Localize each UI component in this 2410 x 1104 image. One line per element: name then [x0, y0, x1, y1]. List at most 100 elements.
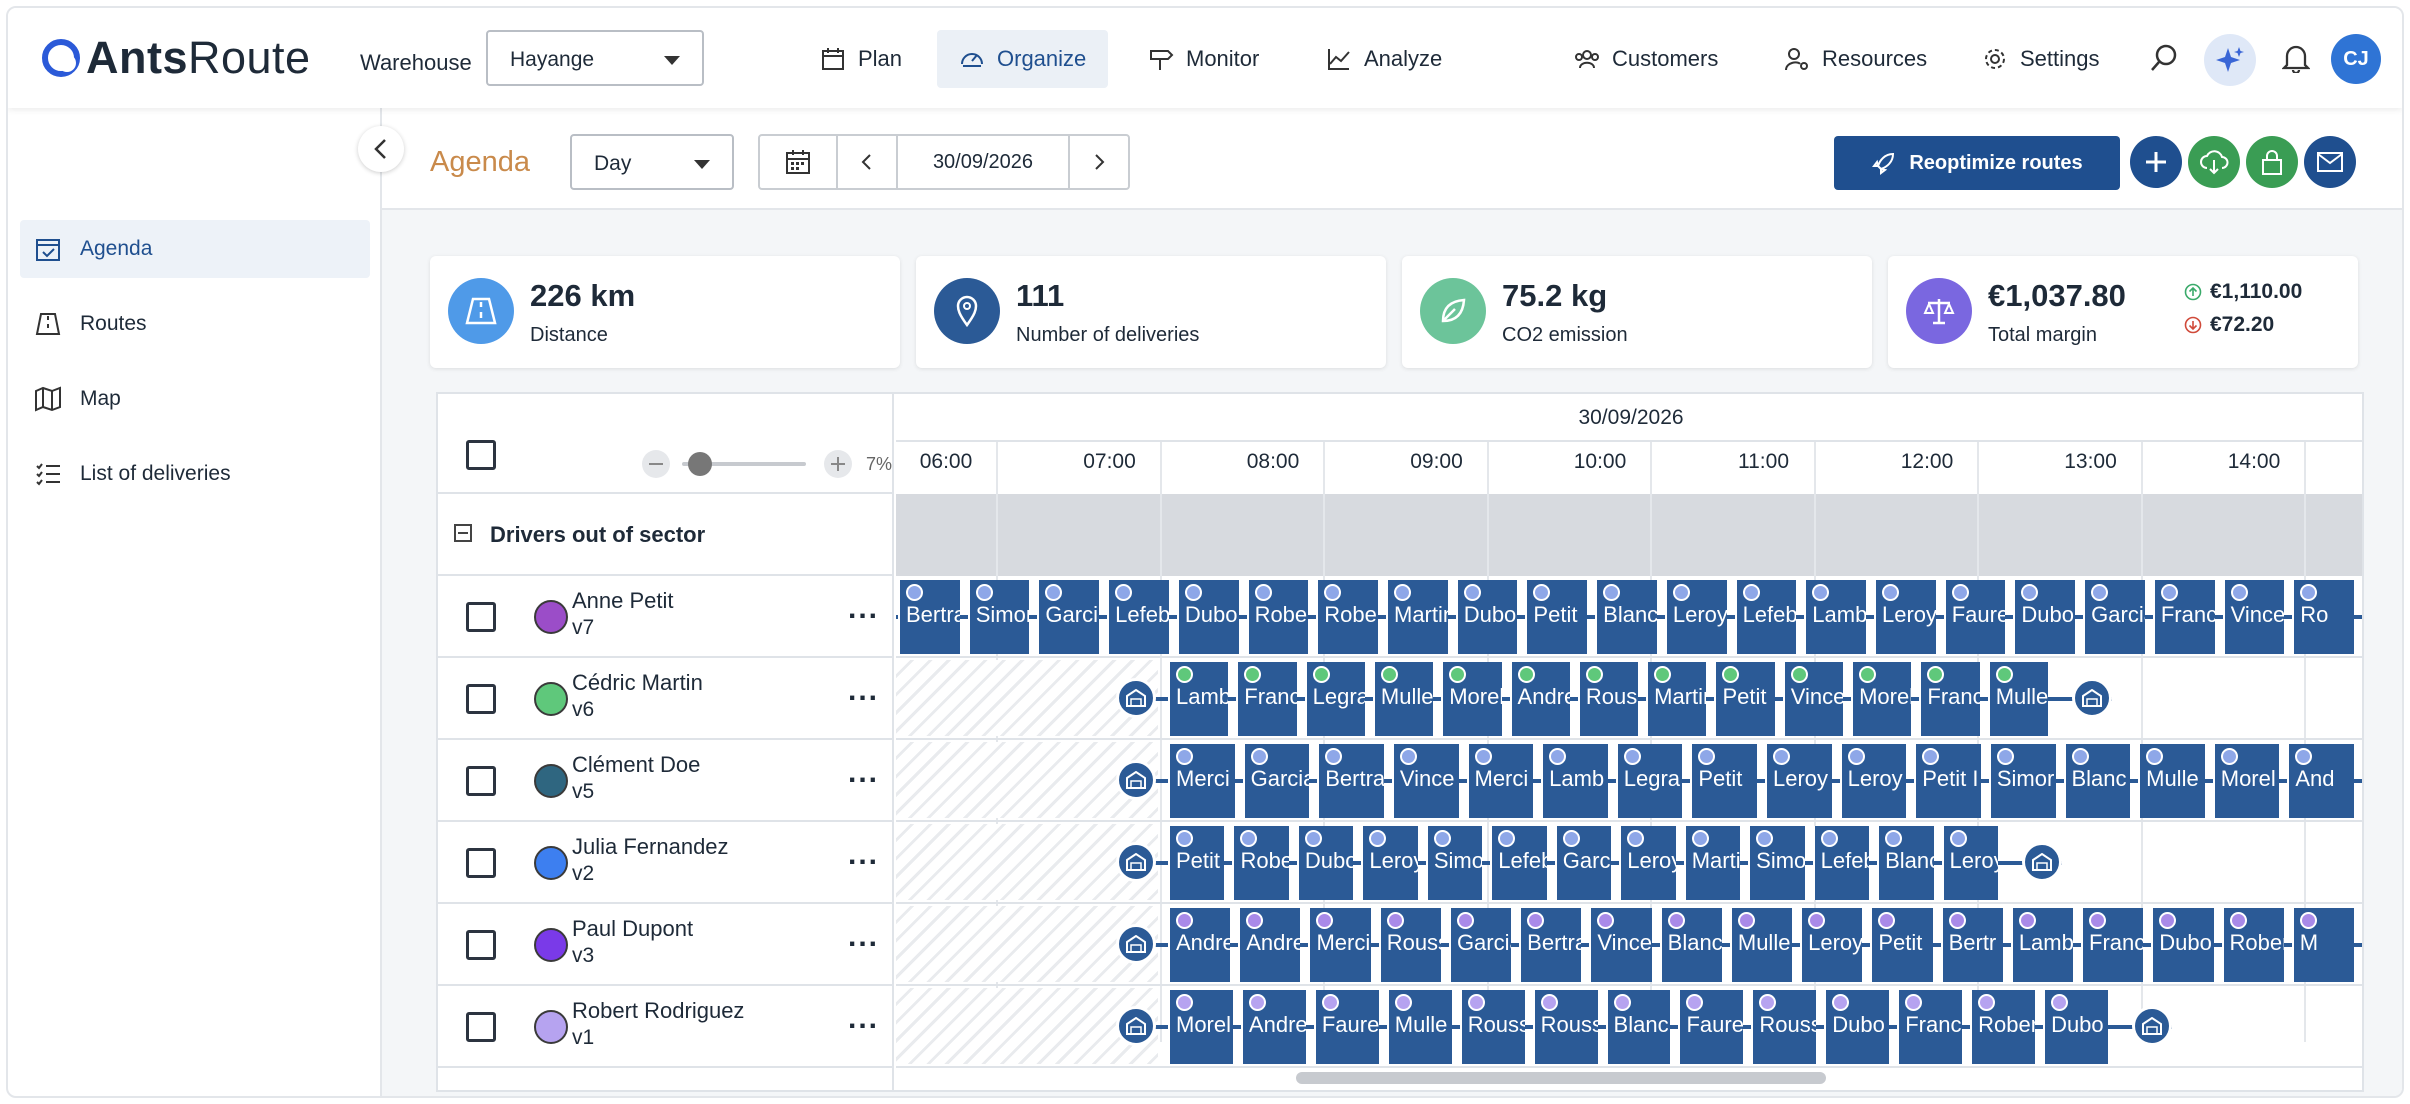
driver-more-menu[interactable]: ...	[848, 838, 880, 871]
driver-checkbox[interactable]	[466, 848, 496, 878]
zoom-slider-handle[interactable]	[688, 452, 712, 476]
delivery-stop[interactable]: Andre	[1240, 990, 1306, 1064]
add-button[interactable]	[2130, 136, 2182, 188]
delivery-stop[interactable]: Lamb	[1541, 744, 1608, 818]
nav-organize[interactable]: Organize	[937, 30, 1109, 88]
delivery-stop[interactable]: Lefeb	[1490, 826, 1547, 900]
depot-end-icon[interactable]	[2022, 842, 2062, 882]
delivery-stop[interactable]: Lefeb	[1812, 826, 1870, 900]
delivery-stop[interactable]: M	[2291, 908, 2354, 982]
nav-customers[interactable]: Customers	[1552, 30, 1740, 88]
delivery-stop[interactable]: Mulle	[1386, 990, 1452, 1064]
delivery-stop[interactable]: Legra	[1615, 744, 1683, 818]
delivery-stop[interactable]: Franc	[1919, 662, 1980, 736]
delivery-stop[interactable]: Franc	[1236, 662, 1297, 736]
depot-start-icon[interactable]	[1116, 842, 1156, 882]
delivery-stop[interactable]: Merci	[1308, 908, 1371, 982]
delivery-stop[interactable]: Rober	[2221, 908, 2284, 982]
delivery-stop[interactable]: Blanc	[1877, 826, 1934, 900]
nav-monitor[interactable]: Monitor	[1126, 30, 1281, 88]
delivery-stop[interactable]: Ro	[2292, 580, 2354, 654]
view-mode-select[interactable]: Day	[570, 134, 734, 190]
delivery-stop[interactable]: Rouss	[1751, 990, 1817, 1064]
select-all-checkbox[interactable]	[466, 440, 496, 470]
calendar-picker-button[interactable]	[760, 136, 838, 188]
horizontal-scrollbar[interactable]	[1296, 1072, 1826, 1084]
delivery-stop[interactable]: Dubo	[1455, 580, 1518, 654]
sidebar-item-routes[interactable]: Routes	[20, 295, 370, 353]
antsroute-logo[interactable]: AntsRoute	[40, 32, 311, 84]
delivery-stop[interactable]: Rouss	[1378, 908, 1441, 982]
delivery-stop[interactable]: Leroy	[1941, 826, 1998, 900]
driver-checkbox[interactable]	[466, 602, 496, 632]
delivery-stop[interactable]: Franc	[2081, 908, 2144, 982]
delivery-stop[interactable]: Petit	[1690, 744, 1757, 818]
delivery-stop[interactable]: Petit	[1714, 662, 1775, 736]
nav-resources[interactable]: Resources	[1762, 30, 1949, 88]
delivery-stop[interactable]: Bertra	[1519, 908, 1582, 982]
driver-more-menu[interactable]: ...	[848, 592, 880, 625]
notifications-button[interactable]	[2276, 38, 2316, 78]
delivery-stop[interactable]: Bertra	[898, 580, 960, 654]
delivery-stop[interactable]: Faure	[1313, 990, 1379, 1064]
delivery-stop[interactable]: Franc	[1897, 990, 1963, 1064]
delivery-stop[interactable]: Andre	[1238, 908, 1301, 982]
delivery-stop[interactable]: Vince	[2222, 580, 2285, 654]
sidebar-item-list-of-deliveries[interactable]: List of deliveries	[20, 445, 370, 503]
delivery-stop[interactable]: Mulle	[2138, 744, 2205, 818]
delivery-stop[interactable]: Dubo	[2043, 990, 2108, 1064]
delivery-stop[interactable]: Franc	[2152, 580, 2215, 654]
lock-button[interactable]	[2246, 136, 2298, 188]
delivery-stop[interactable]: Leroy	[1619, 826, 1676, 900]
delivery-stop[interactable]: Blanc	[2063, 744, 2131, 818]
delivery-stop[interactable]: Simor	[1425, 826, 1483, 900]
zoom-out-button[interactable]	[642, 450, 670, 478]
delivery-stop[interactable]: Andre	[1168, 908, 1231, 982]
delivery-stop[interactable]: Legra	[1304, 662, 1365, 736]
search-button[interactable]	[2144, 38, 2184, 78]
delivery-stop[interactable]: Leroy	[1874, 580, 1936, 654]
reoptimize-routes-button[interactable]: Reoptimize routes	[1834, 136, 2120, 190]
delivery-stop[interactable]: Mulle	[1987, 662, 2048, 736]
delivery-stop[interactable]: Martin	[1683, 826, 1741, 900]
delivery-stop[interactable]: Dubo	[2013, 580, 2076, 654]
delivery-stop[interactable]: Lefeb	[1734, 580, 1797, 654]
zoom-slider-track[interactable]	[682, 462, 806, 466]
previous-day-button[interactable]	[838, 136, 898, 188]
delivery-stop[interactable]: Bertra	[1317, 744, 1384, 818]
driver-more-menu[interactable]: ...	[848, 920, 880, 953]
delivery-stop[interactable]: Rober	[1316, 580, 1378, 654]
delivery-stop[interactable]: Dubo	[1824, 990, 1890, 1064]
delivery-stop[interactable]: Morel	[2212, 744, 2280, 818]
delivery-stop[interactable]: Blanc	[1595, 580, 1657, 654]
delivery-stop[interactable]: Merci	[1466, 744, 1534, 818]
email-button[interactable]	[2304, 136, 2356, 188]
ai-assistant-button[interactable]	[2204, 34, 2256, 86]
delivery-stop[interactable]: Leroy	[1839, 744, 1907, 818]
delivery-stop[interactable]: Simor	[1748, 826, 1805, 900]
delivery-stop[interactable]: Petit I	[1914, 744, 1981, 818]
delivery-stop[interactable]: Garcia	[1242, 744, 1310, 818]
delivery-stop[interactable]: Petit	[1525, 580, 1588, 654]
driver-more-menu[interactable]: ...	[848, 756, 880, 789]
delivery-stop[interactable]: Rouss	[1577, 662, 1639, 736]
delivery-stop[interactable]: Mulle	[1372, 662, 1434, 736]
delivery-stop[interactable]: Lefeb	[1107, 580, 1169, 654]
driver-more-menu[interactable]: ...	[848, 674, 880, 707]
delivery-stop[interactable]: Lamb	[2010, 908, 2074, 982]
cloud-download-button[interactable]	[2188, 136, 2240, 188]
delivery-stop[interactable]: And	[2287, 744, 2354, 818]
depot-start-icon[interactable]	[1116, 924, 1156, 964]
depot-end-icon[interactable]	[2132, 1006, 2172, 1046]
delivery-stop[interactable]: Blanc	[1605, 990, 1671, 1064]
delivery-stop[interactable]: Petit	[1168, 826, 1225, 900]
nav-settings[interactable]: Settings	[1960, 30, 2122, 88]
delivery-stop[interactable]: Dubo	[1176, 580, 1239, 654]
delivery-stop[interactable]: Rober	[1246, 580, 1309, 654]
warehouse-select[interactable]: Hayange	[486, 30, 704, 86]
driver-checkbox[interactable]	[466, 766, 496, 796]
driver-checkbox[interactable]	[466, 1012, 496, 1042]
driver-checkbox[interactable]	[466, 684, 496, 714]
delivery-stop[interactable]: Faure	[1678, 990, 1744, 1064]
delivery-stop[interactable]: Simor	[967, 580, 1030, 654]
